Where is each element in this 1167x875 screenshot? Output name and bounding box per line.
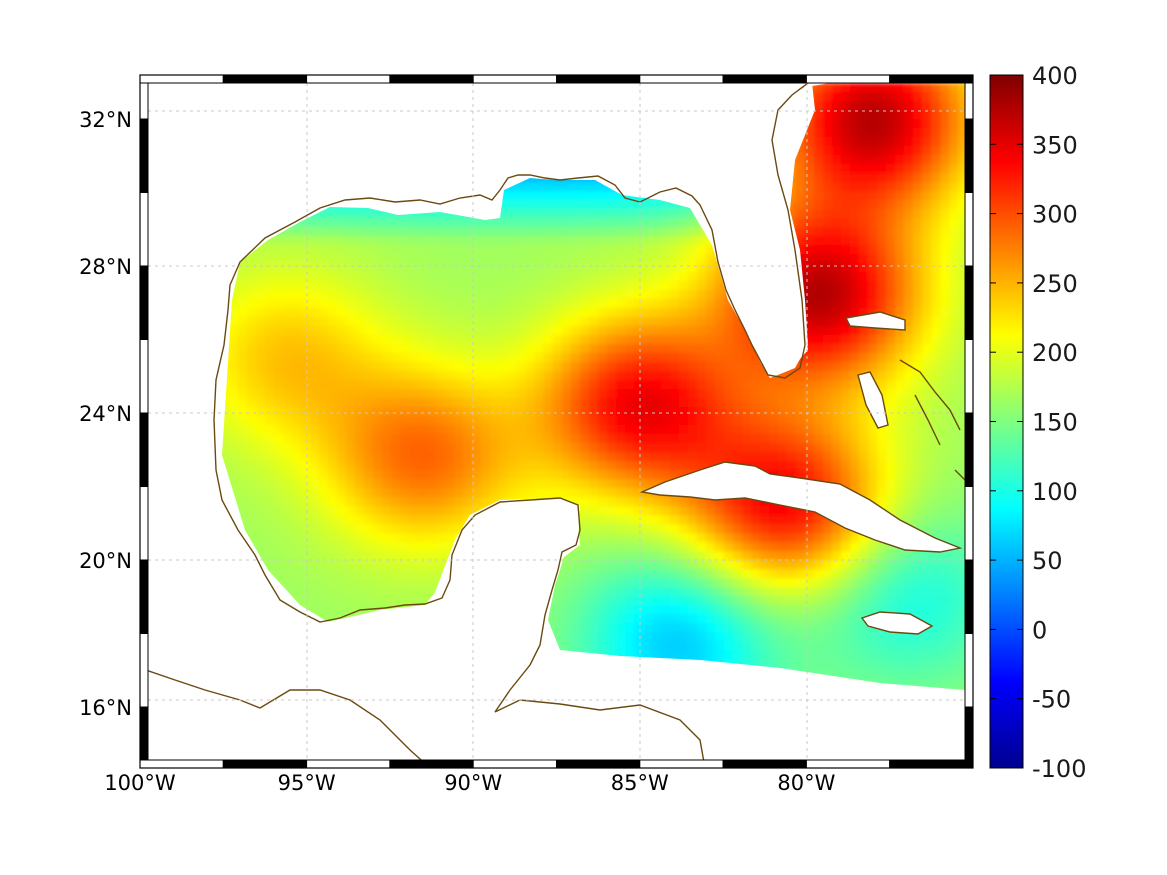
frame-bottom-segment (805, 759, 891, 769)
frame-inner-border (147, 82, 966, 761)
colorbar-tick-label: 300 (1032, 201, 1078, 229)
frame-right-segment (964, 82, 974, 120)
mexico-coast-line (215, 469, 581, 713)
colorbar-tick-label: 400 (1032, 62, 1078, 90)
frame-bottom-segment (389, 759, 474, 769)
honduras-coast-line (494, 699, 705, 760)
frame-left-segment (139, 412, 149, 487)
florida-peninsula (700, 83, 815, 378)
land-masks (420, 83, 960, 700)
frame-right-segment (964, 412, 974, 487)
colorbar-tick-label: -100 (1032, 755, 1086, 783)
andros-island (858, 372, 888, 428)
frame-bottom-segment (556, 759, 641, 769)
map-frame (139, 74, 974, 769)
frame-bottom-segment (472, 759, 558, 769)
frame-left-segment (139, 265, 149, 340)
lon-tick-label: 90°W (444, 771, 502, 795)
lon-tick-label: 100°W (104, 771, 176, 795)
latitude-labels: 16°N 20°N 24°N 28°N 32°N (79, 108, 132, 720)
frame-left-segment (139, 118, 149, 193)
frame-left-segment (139, 486, 149, 561)
colorbar-tick-label: -50 (1032, 686, 1071, 714)
frame-bottom-segment (889, 759, 974, 769)
frame-bottom-segment (722, 759, 807, 769)
cuba-island (642, 462, 960, 552)
lon-tick-label: 80°W (777, 771, 835, 795)
frame-left-segment (139, 192, 149, 267)
longitude-labels: 100°W 95°W 90°W 85°W 80°W (104, 771, 835, 795)
central-america-coast-line (148, 670, 423, 760)
frame-top-segment (722, 74, 807, 84)
frame-top-segment (222, 74, 308, 84)
frame-right-segment (964, 339, 974, 414)
colorbar-tick-label: 200 (1032, 339, 1078, 367)
colorbar-tick-label: 250 (1032, 270, 1078, 298)
frame-top-segment (889, 74, 974, 84)
frame-top-segment (306, 74, 391, 84)
frame-top-segment (139, 74, 224, 84)
frame-top-segment (472, 74, 558, 84)
frame-top-segment (639, 74, 724, 84)
frame-top-segment (389, 74, 474, 84)
frame-left-segment (139, 559, 149, 634)
frame-top-segment (556, 74, 641, 84)
colorbar-tick-label: 350 (1032, 131, 1078, 159)
frame-right-segment (964, 265, 974, 340)
grand-bahama-coast-line (844, 311, 906, 331)
colorbar-tick-label: 50 (1032, 547, 1063, 575)
frame-left-segment (139, 339, 149, 414)
lat-tick-label: 20°N (79, 549, 132, 573)
frame-right-segment (964, 706, 974, 761)
frame-right-segment (964, 633, 974, 708)
frame-right-segment (964, 118, 974, 193)
gulf-coast-line (213, 83, 810, 471)
lon-tick-label: 95°W (278, 771, 336, 795)
frame-bottom-segment (639, 759, 724, 769)
grand-bahama (846, 312, 905, 330)
yucatan-peninsula (420, 498, 580, 700)
lat-tick-label: 16°N (79, 696, 132, 720)
colorbar-ticks: 400 350 300 250 200 150 100 50 0 -50 -100 (990, 62, 1086, 783)
frame-outer-border (139, 74, 974, 769)
colorbar: 400 350 300 250 200 150 100 50 0 -50 -100 (989, 62, 1086, 783)
jamaica-coast-line (860, 611, 934, 635)
frame-right-segment (964, 486, 974, 561)
frame-top-segment (805, 74, 891, 84)
lat-tick-label: 32°N (79, 108, 132, 132)
grid-lines (148, 83, 965, 760)
lon-tick-label: 85°W (611, 771, 669, 795)
lat-tick-label: 28°N (79, 255, 132, 279)
frame-left-segment (139, 82, 149, 120)
frame-bottom-segment (222, 759, 308, 769)
frame-right-segment (964, 192, 974, 267)
colorbar-tick-label: 0 (1032, 616, 1047, 644)
frame-bottom-segment (139, 759, 224, 769)
frame-left-segment (139, 706, 149, 761)
lat-tick-label: 24°N (79, 402, 132, 426)
coastlines (148, 83, 965, 760)
andros-coast-line (857, 371, 889, 429)
cuba-coast-line (639, 461, 963, 553)
colorbar-tick-label: 100 (1032, 478, 1078, 506)
bahamas-islands-line (899, 359, 965, 481)
frame-bottom-segment (306, 759, 391, 769)
frame-right-segment (964, 559, 974, 634)
colorbar-tick-label: 150 (1032, 409, 1078, 437)
frame-left-segment (139, 633, 149, 708)
